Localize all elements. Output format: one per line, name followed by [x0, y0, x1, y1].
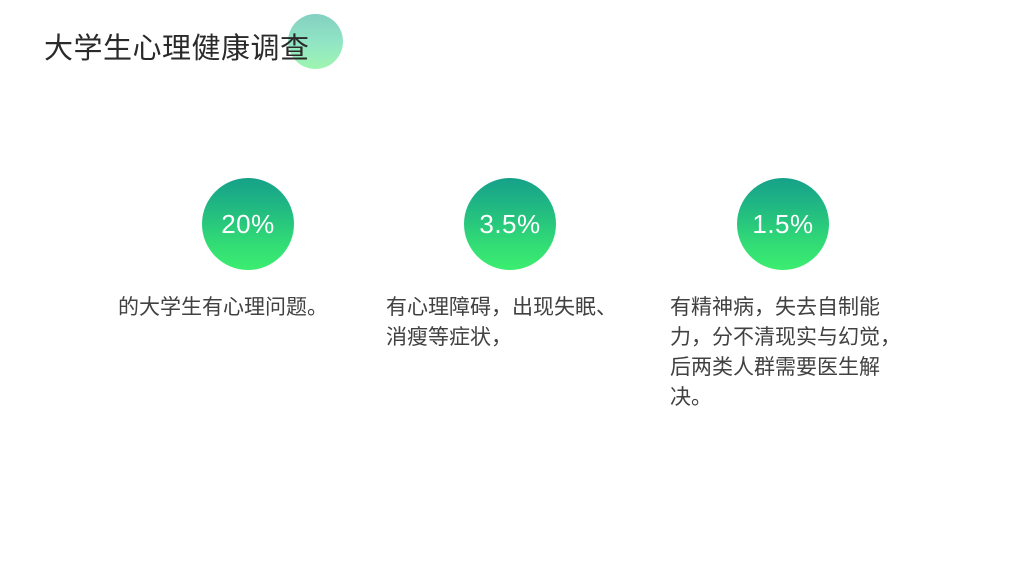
stat-value-1: 20%: [221, 209, 275, 239]
title-block: 大学生心理健康调查: [44, 14, 464, 76]
stat-caption-2: 有心理障碍，出现失眠、消瘦等症状，: [386, 296, 617, 349]
stat-bubble-1: 20%: [202, 178, 294, 270]
stat-bubble-row-3: 1.5%: [653, 178, 913, 290]
stat-caption-1: 的大学生有心理问题。: [118, 296, 328, 319]
stat-bubble-3: 1.5%: [737, 178, 829, 270]
title-decoration-circle-icon: [288, 14, 343, 69]
stat-item-3: 1.5% 有精神病，失去自制能力，分不清现实与幻觉，后两类人群需要医生解决。: [653, 178, 913, 413]
stat-bubble-2: 3.5%: [464, 178, 556, 270]
stat-bubble-row-2: 3.5%: [380, 178, 640, 290]
stat-value-2: 3.5%: [479, 209, 541, 239]
stat-bubble-row-1: 20%: [118, 178, 378, 290]
stat-item-2: 3.5% 有心理障碍，出现失眠、消瘦等症状，: [380, 178, 640, 353]
stats-row: 20% 的大学生有心理问题。 3.5% 有心理障碍，出现失眠、消瘦等症状， 1.…: [0, 178, 1024, 438]
stat-caption-3: 有精神病，失去自制能力，分不清现实与幻觉，后两类人群需要医生解决。: [670, 296, 901, 409]
stat-value-3: 1.5%: [752, 209, 814, 239]
stat-item-1: 20% 的大学生有心理问题。: [118, 178, 378, 323]
page-title: 大学生心理健康调查: [44, 33, 310, 65]
